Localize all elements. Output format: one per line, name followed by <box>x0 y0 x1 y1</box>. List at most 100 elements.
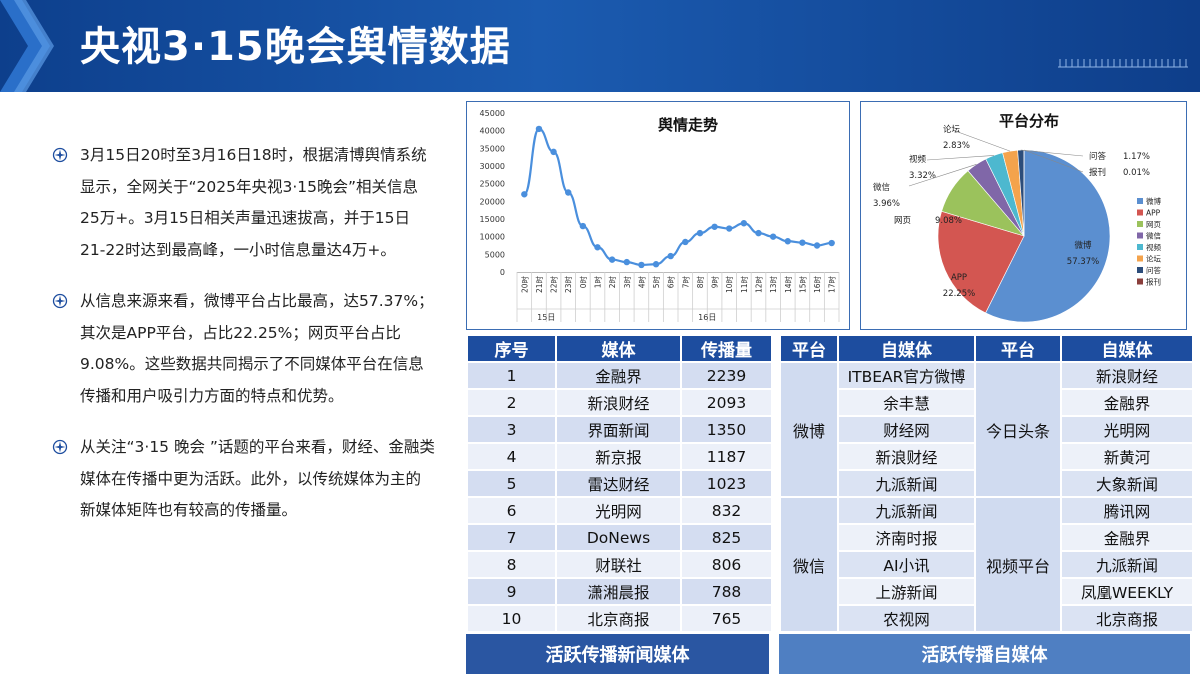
platform-cell: 视频平台 <box>974 496 1062 633</box>
column-header: 平台 <box>779 334 839 363</box>
table-row: 7 DoNews 825 <box>466 523 773 552</box>
y-tick-label: 40000 <box>480 127 505 136</box>
slice-name-label: 问答 <box>1089 151 1107 162</box>
table-row: 新浪财经 新黄河 <box>780 442 1194 471</box>
column-header: 平台 <box>974 334 1062 363</box>
legend-label: 微信 <box>1146 231 1162 241</box>
self-media-cell: 九派新闻 <box>1060 550 1194 579</box>
legend-swatch <box>1137 278 1143 285</box>
table-row: 6 光明网 832 <box>466 496 773 525</box>
trend-data-point <box>740 220 748 227</box>
media-cell: DoNews <box>555 523 682 552</box>
media-cell: 新浪财经 <box>555 388 682 417</box>
x-tick-label: 21时 <box>534 276 544 294</box>
summary-text: 3月15日20时至3月16日18时，根据清博舆情系统显示，全网关于“2025年央… <box>50 140 435 547</box>
platform-pie-chart: 微博 57.37% APP 22.25% 网页 9.08% 微信 3.96% 视频 3.32% 论坛… <box>873 124 1162 323</box>
active-news-media-label: 活跃传播新闻媒体 <box>466 634 769 674</box>
self-media-cell: 财经网 <box>837 415 976 444</box>
y-tick-label: 20000 <box>480 197 505 206</box>
table-row: 农视网 北京商报 <box>780 604 1194 633</box>
legend-label: APP <box>1146 209 1161 218</box>
tick-decoration-icon <box>1058 59 1188 68</box>
x-tick-label: 16时 <box>812 276 822 294</box>
trend-data-point <box>623 258 630 266</box>
rank-cell: 5 <box>466 469 557 498</box>
pie-slice <box>985 149 1111 323</box>
slice-value-label: 9.08% <box>935 216 962 226</box>
self-media-cell: 北京商报 <box>1060 604 1194 633</box>
x-group-label: 15日 <box>537 313 555 322</box>
paragraph-text: 3月15日20时至3月16日18时，根据清博舆情系统显示，全网关于“2025年央… <box>80 146 427 259</box>
platform-cell: 微博 <box>779 361 839 498</box>
self-media-cell: 凤凰WEEKLY <box>1060 577 1194 606</box>
trend-data-point <box>521 191 528 198</box>
x-tick-label: 5时 <box>651 276 661 289</box>
rank-cell: 1 <box>466 361 557 390</box>
platform-cell: 今日头条 <box>974 361 1062 498</box>
table-row: 9 潇湘晨报 788 <box>466 577 773 606</box>
table-row: 4 新京报 1187 <box>466 442 773 471</box>
x-tick-label: 6时 <box>666 276 676 289</box>
self-media-table: 平台 自媒体 平台 自媒体 微博 ITBEAR官方微博 今日头条 新浪财经 余丰慧 金融界… <box>779 334 1194 633</box>
slice-name-label: 视频 <box>909 154 927 165</box>
rank-cell: 6 <box>466 496 557 525</box>
legend-swatch <box>1137 198 1143 204</box>
table-row: 九派新闻 大象新闻 <box>780 469 1194 498</box>
pie-slice <box>937 210 1025 314</box>
table-row: 5 雷达财经 1023 <box>466 469 773 498</box>
trend-data-point <box>711 223 718 230</box>
slice-value-label: 22.25% <box>943 289 975 299</box>
x-tick-label: 12时 <box>754 276 764 294</box>
column-header: 序号 <box>466 334 557 363</box>
trend-series-line <box>523 127 832 267</box>
volume-cell: 806 <box>680 550 773 579</box>
slice-name-label: 报刊 <box>1089 167 1106 178</box>
legend-swatch <box>1137 244 1143 250</box>
x-tick-label: 4时 <box>636 276 646 289</box>
volume-cell: 765 <box>680 604 773 633</box>
rank-cell: 7 <box>466 523 557 552</box>
y-tick-label: 25000 <box>480 180 505 189</box>
legend-swatch <box>1137 267 1143 273</box>
rank-cell: 3 <box>466 415 557 444</box>
y-tick-label: 5000 <box>485 250 505 259</box>
slice-name-label: 网页 <box>894 216 911 226</box>
self-media-cell: 济南时报 <box>837 523 976 552</box>
x-tick-label: 20时 <box>519 276 529 294</box>
media-cell: 界面新闻 <box>555 415 682 444</box>
slice-value-label: 57.37% <box>1067 257 1099 267</box>
y-tick-label: 35000 <box>480 144 505 153</box>
x-tick-label: 2时 <box>607 276 617 289</box>
leader-line <box>926 155 995 161</box>
x-tick-label: 11时 <box>739 276 749 294</box>
y-tick-label: 15000 <box>480 215 505 224</box>
table-row: AI小讯 九派新闻 <box>780 550 1194 579</box>
trend-chart-title: 舆情走势 <box>657 116 718 134</box>
table-row: 济南时报 金融界 <box>780 523 1194 552</box>
column-header: 自媒体 <box>1060 334 1194 363</box>
media-cell: 雷达财经 <box>555 469 682 498</box>
table-row: 8 财联社 806 <box>466 550 773 579</box>
platform-chart-panel: 平台分布 微博 57.37% APP 22.25% 网页 9.08% 微信 3.96% 视频 3.… <box>860 101 1187 330</box>
x-tick-label: 0时 <box>578 276 588 289</box>
x-tick-label: 23时 <box>563 276 573 294</box>
platform-chart-title: 平台分布 <box>999 112 1060 130</box>
self-media-cell: 大象新闻 <box>1060 469 1194 498</box>
trend-data-point <box>565 189 572 196</box>
trend-data-point <box>828 239 835 247</box>
slice-name-label: 微博 <box>1074 240 1092 251</box>
trend-data-point <box>682 238 689 246</box>
trend-data-point <box>667 252 674 260</box>
self-media-cell: AI小讯 <box>837 550 976 579</box>
self-media-cell: 九派新闻 <box>837 496 976 525</box>
x-tick-label: 3时 <box>622 276 632 289</box>
trend-data-point <box>652 261 660 268</box>
self-media-cell: 腾讯网 <box>1060 496 1194 525</box>
table-row: 微博 ITBEAR官方微博 今日头条 新浪财经 <box>779 361 1194 498</box>
page-title: 央视3·15晚会舆情数据 <box>80 24 511 70</box>
slice-name-label: 微信 <box>873 182 891 193</box>
media-cell: 光明网 <box>555 496 682 525</box>
y-tick-label: 30000 <box>480 162 505 171</box>
leader-line <box>1023 149 1084 173</box>
trend-data-point <box>535 125 543 133</box>
